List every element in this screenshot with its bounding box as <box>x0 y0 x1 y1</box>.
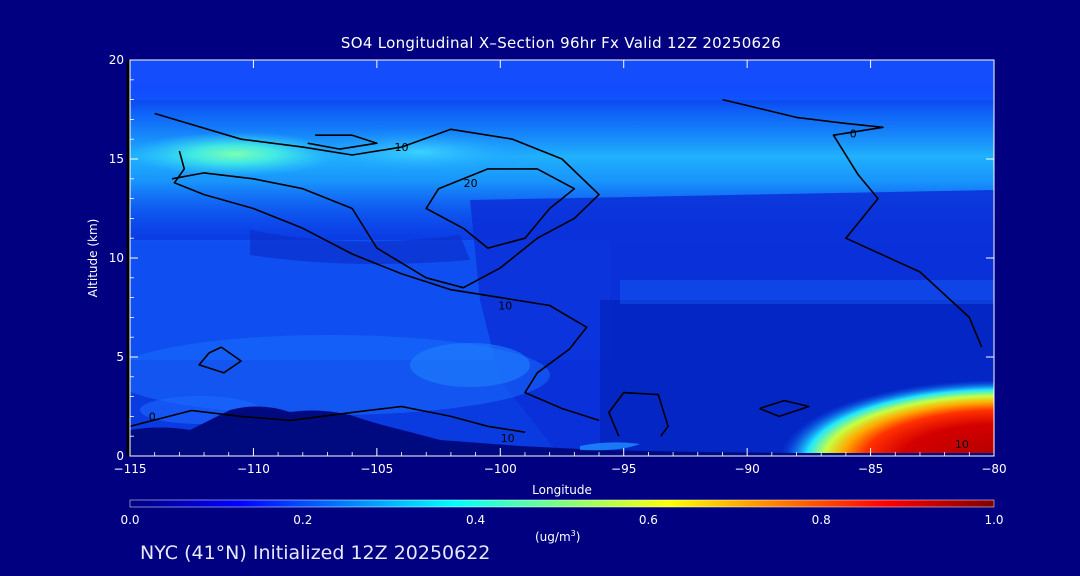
colorbar-unit-close: ) <box>576 530 581 544</box>
x-tick-label: −105 <box>360 462 393 476</box>
contour-label: 20 <box>464 177 478 190</box>
y-axis: 0 5 10 15 20 <box>109 53 994 463</box>
contour-label: 10 <box>501 432 515 445</box>
colorbar-tick-label: 0.2 <box>293 513 312 527</box>
contour-label: 10 <box>395 141 409 154</box>
colorbar-unit: (ug/m3) <box>535 529 580 544</box>
x-tick-label: −115 <box>114 462 147 476</box>
y-tick-label: 10 <box>109 251 124 265</box>
contour-label: 10 <box>955 438 969 451</box>
contour-label-layer: 10 20 10 0 0 10 10 <box>149 127 969 451</box>
contour-line-0 <box>130 405 526 433</box>
contour-line-10 <box>154 112 600 289</box>
colorbar-tick-label: 0.4 <box>466 513 485 527</box>
colorbar-unit-sup: 3 <box>571 529 576 538</box>
contour-line-0 <box>759 399 810 418</box>
y-tick-label: 5 <box>116 350 124 364</box>
contour-label: 0 <box>149 410 156 423</box>
concentration-field <box>130 60 994 456</box>
contour-line-10 <box>198 346 242 374</box>
y-tick-label: 15 <box>109 152 124 166</box>
colorbar-tick-label: 0.0 <box>120 513 139 527</box>
x-tick-label: −100 <box>484 462 517 476</box>
contour-line-0 <box>608 391 669 437</box>
colorbar-ticks: 0.0 0.2 0.4 0.6 0.8 1.0 <box>120 513 1003 527</box>
x-tick-label: −85 <box>858 462 883 476</box>
x-axis: −115 −110 −105 −100 −95 −90 −85 −80 <box>114 60 1007 476</box>
contour-line-0 <box>173 150 600 422</box>
x-axis-label: Longitude <box>532 483 592 497</box>
x-tick-label: −90 <box>734 462 759 476</box>
chart-title: SO4 Longitudinal X–Section 96hr Fx Valid… <box>340 34 782 52</box>
contour-label: 10 <box>498 300 512 313</box>
contour-line-0 <box>722 98 983 348</box>
colorbar <box>129 499 995 508</box>
footer-init-label: NYC (41°N) Initialized 12Z 20250622 <box>140 542 491 564</box>
x-tick-label: −80 <box>981 462 1006 476</box>
contour-layer <box>130 98 983 437</box>
colorbar-tick-label: 1.0 <box>984 513 1003 527</box>
contour-line-10 <box>307 134 378 150</box>
contour-label: 0 <box>850 127 857 140</box>
colorbar-tick-label: 0.8 <box>812 513 831 527</box>
contour-line-20 <box>425 168 576 249</box>
x-tick-label: −110 <box>237 462 270 476</box>
y-tick-label: 20 <box>109 53 124 67</box>
colorbar-tick-label: 0.6 <box>639 513 658 527</box>
y-axis-label: Altitude (km) <box>86 219 100 298</box>
colorbar-unit-text: (ug/m <box>535 530 571 544</box>
y-tick-label: 0 <box>116 449 124 463</box>
x-tick-label: −95 <box>611 462 636 476</box>
